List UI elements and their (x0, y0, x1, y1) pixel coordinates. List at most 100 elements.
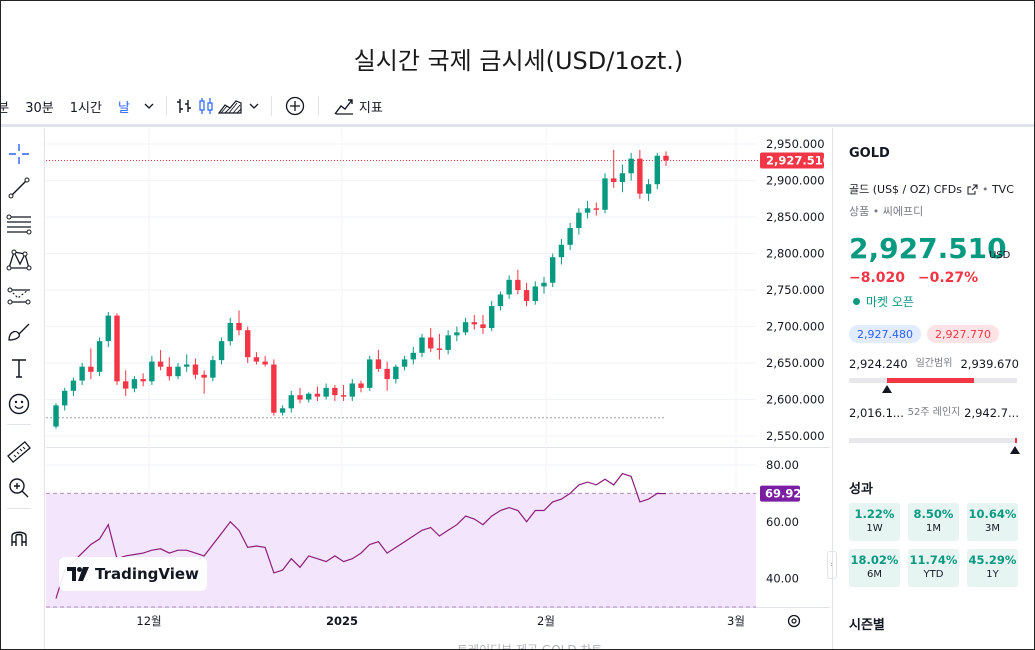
candle (367, 355, 373, 391)
52wk-high: 2,942.7... (964, 406, 1019, 420)
interval-1h[interactable]: 1시간 (69, 100, 102, 116)
market-status-text: 마켓 오픈 (866, 295, 914, 309)
candle-body (401, 359, 408, 367)
tradingview-watermark[interactable]: TradingView (59, 557, 207, 591)
candle-body (419, 337, 425, 353)
chevron-down-icon[interactable] (243, 95, 265, 117)
projection-icon[interactable] (5, 282, 33, 310)
exchange-name[interactable]: TVC (991, 183, 1014, 196)
emoji-icon[interactable] (5, 390, 33, 418)
perf-card-6m[interactable]: 18.02% 6M (849, 549, 900, 587)
external-link-icon[interactable] (967, 182, 978, 202)
indicators-button[interactable]: 지표 (325, 89, 391, 123)
52wk-range-bar (849, 438, 1017, 443)
candle (201, 370, 207, 394)
time-tick-label: 2월 (537, 614, 555, 628)
candle (236, 310, 242, 336)
day-range-marker-icon (882, 385, 892, 393)
candle-body (306, 393, 312, 400)
day-range-fill (887, 378, 974, 383)
candle (123, 370, 129, 396)
change-percent: −0.27% (917, 270, 979, 286)
zoom-icon[interactable] (5, 474, 33, 502)
candle (88, 348, 94, 380)
symbol-full-name[interactable]: 골드 (US$ / OZ) CFDs (849, 183, 962, 196)
candle-body (140, 379, 146, 382)
candle (53, 403, 59, 429)
price-currency: USD (989, 250, 1011, 261)
candle-body (375, 359, 382, 369)
fib-icon[interactable] (5, 210, 33, 238)
pattern-icon[interactable] (5, 246, 33, 274)
brush-icon[interactable] (5, 318, 33, 346)
interval-1m[interactable]: 1분 (1, 89, 17, 123)
candle-body (62, 390, 68, 406)
price-tick-label: 2,700.000 (766, 320, 825, 334)
perf-card-3m[interactable]: 10.64% 3M (967, 503, 1018, 541)
candle-body (358, 383, 364, 388)
perf-label: 1Y (986, 569, 999, 580)
perf-value: 18.02% (850, 553, 899, 567)
bar-style-icon[interactable] (173, 95, 195, 117)
symbol-category: 상품 • 씨에프디 (849, 205, 924, 218)
candle (131, 376, 138, 393)
candle (619, 164, 626, 193)
candle (541, 276, 547, 294)
perf-card-1w[interactable]: 1.22% 1W (849, 503, 900, 541)
perf-card-ytd[interactable]: 11.74% YTD (908, 549, 959, 587)
candle (105, 311, 111, 347)
candle (279, 405, 286, 416)
candle-body (253, 357, 260, 362)
trend-line-icon[interactable] (5, 174, 33, 202)
magnet-icon[interactable] (5, 524, 33, 552)
candle (140, 373, 146, 387)
symbol-description: 골드 (US$ / OZ) CFDs • TVC 상품 • 씨에프디 (849, 180, 1029, 222)
candle (645, 179, 652, 201)
candle (384, 361, 390, 391)
candle-body (567, 228, 573, 245)
settings-gear-icon[interactable] (787, 614, 801, 628)
add-compare-icon[interactable] (284, 95, 306, 117)
perf-card-1m[interactable]: 8.50% 1M (908, 503, 959, 541)
candle-body (576, 212, 582, 229)
crosshair-icon[interactable] (5, 140, 33, 168)
candle-body (471, 322, 477, 325)
chart-credit[interactable]: 트레이딩뷰 제공 GOLD 차트 (457, 643, 603, 650)
candle (245, 326, 251, 364)
day-range-label: 일간범위 (915, 358, 953, 369)
last-price: 2,927.510 (849, 232, 1007, 265)
candle (184, 354, 190, 372)
candle-body (271, 364, 277, 413)
chevron-down-icon[interactable] (138, 95, 160, 117)
perf-value: 1.22% (854, 507, 895, 521)
candle-body (497, 294, 504, 307)
candle (79, 363, 85, 385)
price-tick-label: 2,900.000 (766, 174, 825, 188)
candle-body (88, 366, 94, 372)
candle (593, 202, 599, 216)
candle (567, 222, 573, 250)
candle-body (236, 322, 242, 331)
candle-body (384, 368, 390, 380)
candle-body (619, 173, 626, 183)
interval-day[interactable]: 날 (117, 100, 130, 116)
perf-value: 45.29% (968, 553, 1017, 567)
candle-body (340, 395, 347, 397)
candle-body (611, 178, 617, 183)
perf-card-1y[interactable]: 45.29% 1Y (967, 549, 1018, 587)
candle-body (445, 335, 451, 350)
day-range: 2,924.240 일간범위 2,939.670 (849, 357, 1019, 371)
candle (654, 152, 660, 190)
text-icon[interactable] (5, 354, 33, 382)
interval-30m[interactable]: 30분 (25, 100, 54, 116)
candle-body (428, 337, 434, 349)
ruler-icon[interactable] (5, 438, 33, 466)
candle (349, 379, 355, 402)
candle-body (192, 364, 199, 375)
candles-icon[interactable] (195, 95, 217, 117)
candle-body (602, 178, 608, 210)
candle (297, 387, 303, 404)
area-icon[interactable] (217, 95, 243, 117)
candle (314, 386, 321, 402)
perf-value: 10.64% (968, 507, 1017, 521)
